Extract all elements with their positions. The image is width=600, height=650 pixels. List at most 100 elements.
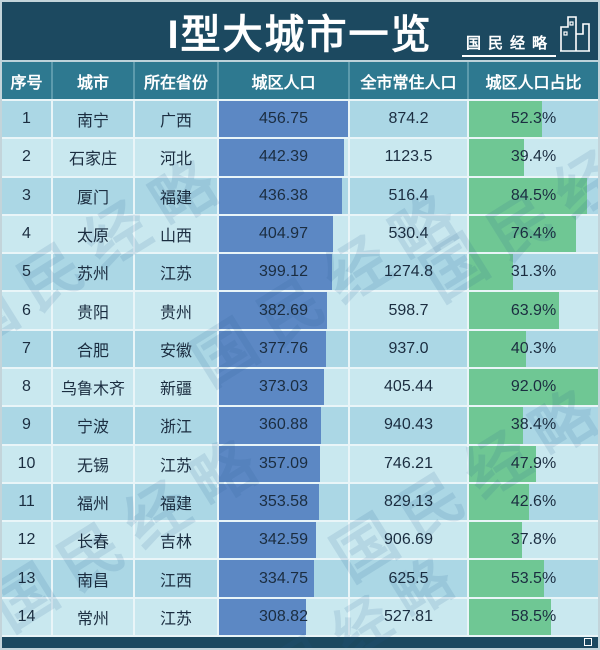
city-name: 南昌 <box>76 572 109 590</box>
cell-city: 宁波 <box>53 407 135 444</box>
cell-city: 太原 <box>53 215 135 253</box>
column-header-total-pop: 全市常住人口 <box>350 62 469 99</box>
cell-no: 5 <box>2 254 53 291</box>
cell-ratio: 63.9% <box>469 292 598 329</box>
cell-city: 石家庄 <box>53 139 135 176</box>
brand-name: 国民经略 <box>461 36 556 57</box>
ratio-databar <box>469 483 529 521</box>
ratio-value: 38.4% <box>510 416 557 434</box>
cell-province: 吉林 <box>135 522 219 559</box>
row-number: 10 <box>17 454 36 472</box>
ratio-value: 58.5% <box>510 607 557 625</box>
urban-pop-databar <box>219 522 316 559</box>
city-name: 乌鲁木齐 <box>60 381 125 399</box>
cell-urban-pop: 342.59 <box>219 522 350 559</box>
ratio-value: 52.3% <box>510 110 557 128</box>
row-number: 1 <box>22 110 31 128</box>
table-row: 7 合肥 安徽 377.76 937.0 40.3% <box>2 330 598 369</box>
urban-pop-databar <box>219 407 321 444</box>
total-pop-value: 405.44 <box>384 378 433 396</box>
cell-no: 12 <box>2 522 53 559</box>
total-pop-value: 940.43 <box>384 416 433 434</box>
ratio-databar <box>469 177 588 214</box>
cell-ratio: 37.8% <box>469 522 598 559</box>
cell-no: 7 <box>2 330 53 367</box>
urban-pop-value: 342.59 <box>259 531 308 549</box>
total-pop-value: 530.4 <box>388 224 429 242</box>
row-number: 4 <box>22 224 31 242</box>
province-name: 江西 <box>159 572 192 590</box>
cell-no: 8 <box>2 368 53 406</box>
city-name: 长春 <box>76 534 109 552</box>
row-number: 7 <box>22 339 31 357</box>
cell-city: 乌鲁木齐 <box>53 368 135 406</box>
row-number: 9 <box>22 416 31 434</box>
cell-city: 合肥 <box>53 330 135 367</box>
total-pop-value: 1123.5 <box>384 148 433 166</box>
row-number: 3 <box>22 186 31 204</box>
province-name: 新疆 <box>159 381 192 399</box>
cell-urban-pop: 373.03 <box>219 368 350 406</box>
urban-pop-value: 399.12 <box>259 263 308 281</box>
total-pop-value: 937.0 <box>388 339 429 357</box>
ratio-value: 31.3% <box>510 263 557 281</box>
ratio-value: 42.6% <box>510 492 557 510</box>
ratio-databar <box>469 445 537 482</box>
ratio-value: 92.0% <box>510 378 557 396</box>
cell-urban-pop: 442.39 <box>219 139 350 176</box>
total-pop-value: 746.21 <box>384 454 433 472</box>
cell-ratio: 47.9% <box>469 445 598 482</box>
urban-pop-value: 353.58 <box>259 492 308 510</box>
cell-total-pop: 940.43 <box>350 407 469 444</box>
cell-no: 11 <box>2 483 53 521</box>
total-pop-value: 906.69 <box>384 531 433 549</box>
brand-logo: 国民经略 <box>461 14 590 57</box>
cell-province: 福建 <box>135 483 219 521</box>
cell-urban-pop: 399.12 <box>219 254 350 291</box>
cell-urban-pop: 404.97 <box>219 215 350 253</box>
column-header-city: 城市 <box>53 62 135 99</box>
total-pop-value: 527.81 <box>384 607 433 625</box>
urban-pop-databar <box>219 598 307 635</box>
urban-pop-value: 357.09 <box>259 454 308 472</box>
province-name: 江苏 <box>159 266 192 284</box>
cell-province: 江苏 <box>135 445 219 482</box>
cell-ratio: 53.5% <box>469 560 598 597</box>
row-number: 8 <box>22 378 31 396</box>
ratio-value: 53.5% <box>510 569 557 587</box>
table-row: 10 无锡 江苏 357.09 746.21 47.9% <box>2 445 598 484</box>
cell-province: 贵州 <box>135 292 219 329</box>
urban-pop-databar <box>219 483 319 521</box>
cell-province: 河北 <box>135 139 219 176</box>
cell-province: 山西 <box>135 215 219 253</box>
ratio-value: 37.8% <box>510 531 557 549</box>
table-row: 3 厦门 福建 436.38 516.4 84.5% <box>2 177 598 216</box>
cell-no: 10 <box>2 445 53 482</box>
cell-total-pop: 625.5 <box>350 560 469 597</box>
urban-pop-value: 442.39 <box>259 148 308 166</box>
ratio-databar <box>469 598 552 635</box>
table-row: 12 长春 吉林 342.59 906.69 37.8% <box>2 522 598 561</box>
urban-pop-value: 360.88 <box>259 416 308 434</box>
cell-city: 无锡 <box>53 445 135 482</box>
row-number: 12 <box>17 531 36 549</box>
page-footer <box>2 637 598 648</box>
cell-urban-pop: 308.82 <box>219 598 350 635</box>
urban-pop-databar <box>219 177 343 214</box>
province-name: 贵州 <box>159 304 192 322</box>
total-pop-value: 829.13 <box>384 492 433 510</box>
urban-pop-value: 308.82 <box>259 607 308 625</box>
urban-pop-databar <box>219 139 344 176</box>
page-title: I型大城市一览 <box>167 13 433 57</box>
page-header: I型大城市一览 国民经略 <box>2 2 598 60</box>
table-row: 8 乌鲁木齐 新疆 373.03 405.44 92.0% <box>2 368 598 408</box>
province-name: 山西 <box>159 227 192 245</box>
table-row: 9 宁波 浙江 360.88 940.43 38.4% <box>2 407 598 446</box>
total-pop-value: 598.7 <box>388 301 429 319</box>
table-row: 14 常州 江苏 308.82 527.81 58.5% <box>2 598 598 637</box>
total-pop-value: 1274.8 <box>384 263 433 281</box>
ratio-databar <box>469 522 523 559</box>
column-header-province: 所在省份 <box>135 62 219 99</box>
row-number: 13 <box>17 569 36 587</box>
cell-province: 广西 <box>135 101 219 138</box>
